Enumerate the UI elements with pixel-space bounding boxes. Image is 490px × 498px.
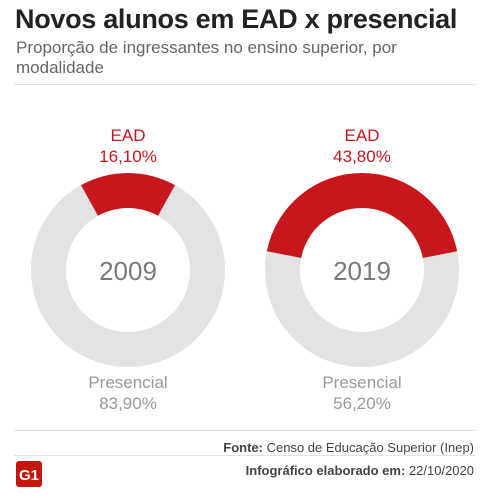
source-note: Fonte: Censo de Educação Superior (Inep) [223,440,474,455]
source-text: Censo de Educação Superior (Inep) [266,440,474,455]
donut-chart-2009: 2009 EAD 16,10% Presencial 83,90% [31,126,226,413]
header-divider [14,84,476,85]
center-year-label: 2019 [333,256,391,286]
slice-presencial [264,251,460,368]
ead-label: EAD [345,126,380,145]
credit-note: Infográfico elaborado em: 22/10/2020 [246,463,474,478]
slice-ead [81,172,175,216]
chart-title: Novos alunos em EAD x presencial [15,4,458,34]
presencial-label: Presencial [322,373,401,392]
credit-date: 22/10/2020 [408,463,474,478]
donut-charts: 2009 EAD 16,10% Presencial 83,90% 2019 EAD 43,… [31,126,460,413]
ead-value-label: 16,10% [99,147,157,166]
donut-chart-2019: 2019 EAD 43,80% Presencial 56,20% [264,126,460,413]
slice-ead [266,173,458,258]
presencial-value-label: 56,20% [333,394,391,413]
logo-text: G1 [19,467,39,484]
g1-logo: G1 [16,461,42,487]
ead-value-label: 43,80% [333,147,391,166]
presencial-value-label: 83,90% [99,394,157,413]
source-label: Fonte: [223,440,263,455]
slice-presencial [31,185,226,367]
center-year-label: 2009 [99,256,157,286]
footer-divider [14,430,476,431]
presencial-label: Presencial [88,373,167,392]
chart-subtitle: Proporção de ingressantes no ensino supe… [16,38,397,77]
credit-label: Infográfico elaborado em: [245,463,406,478]
ead-label: EAD [111,126,146,145]
credit-divider [14,455,476,456]
